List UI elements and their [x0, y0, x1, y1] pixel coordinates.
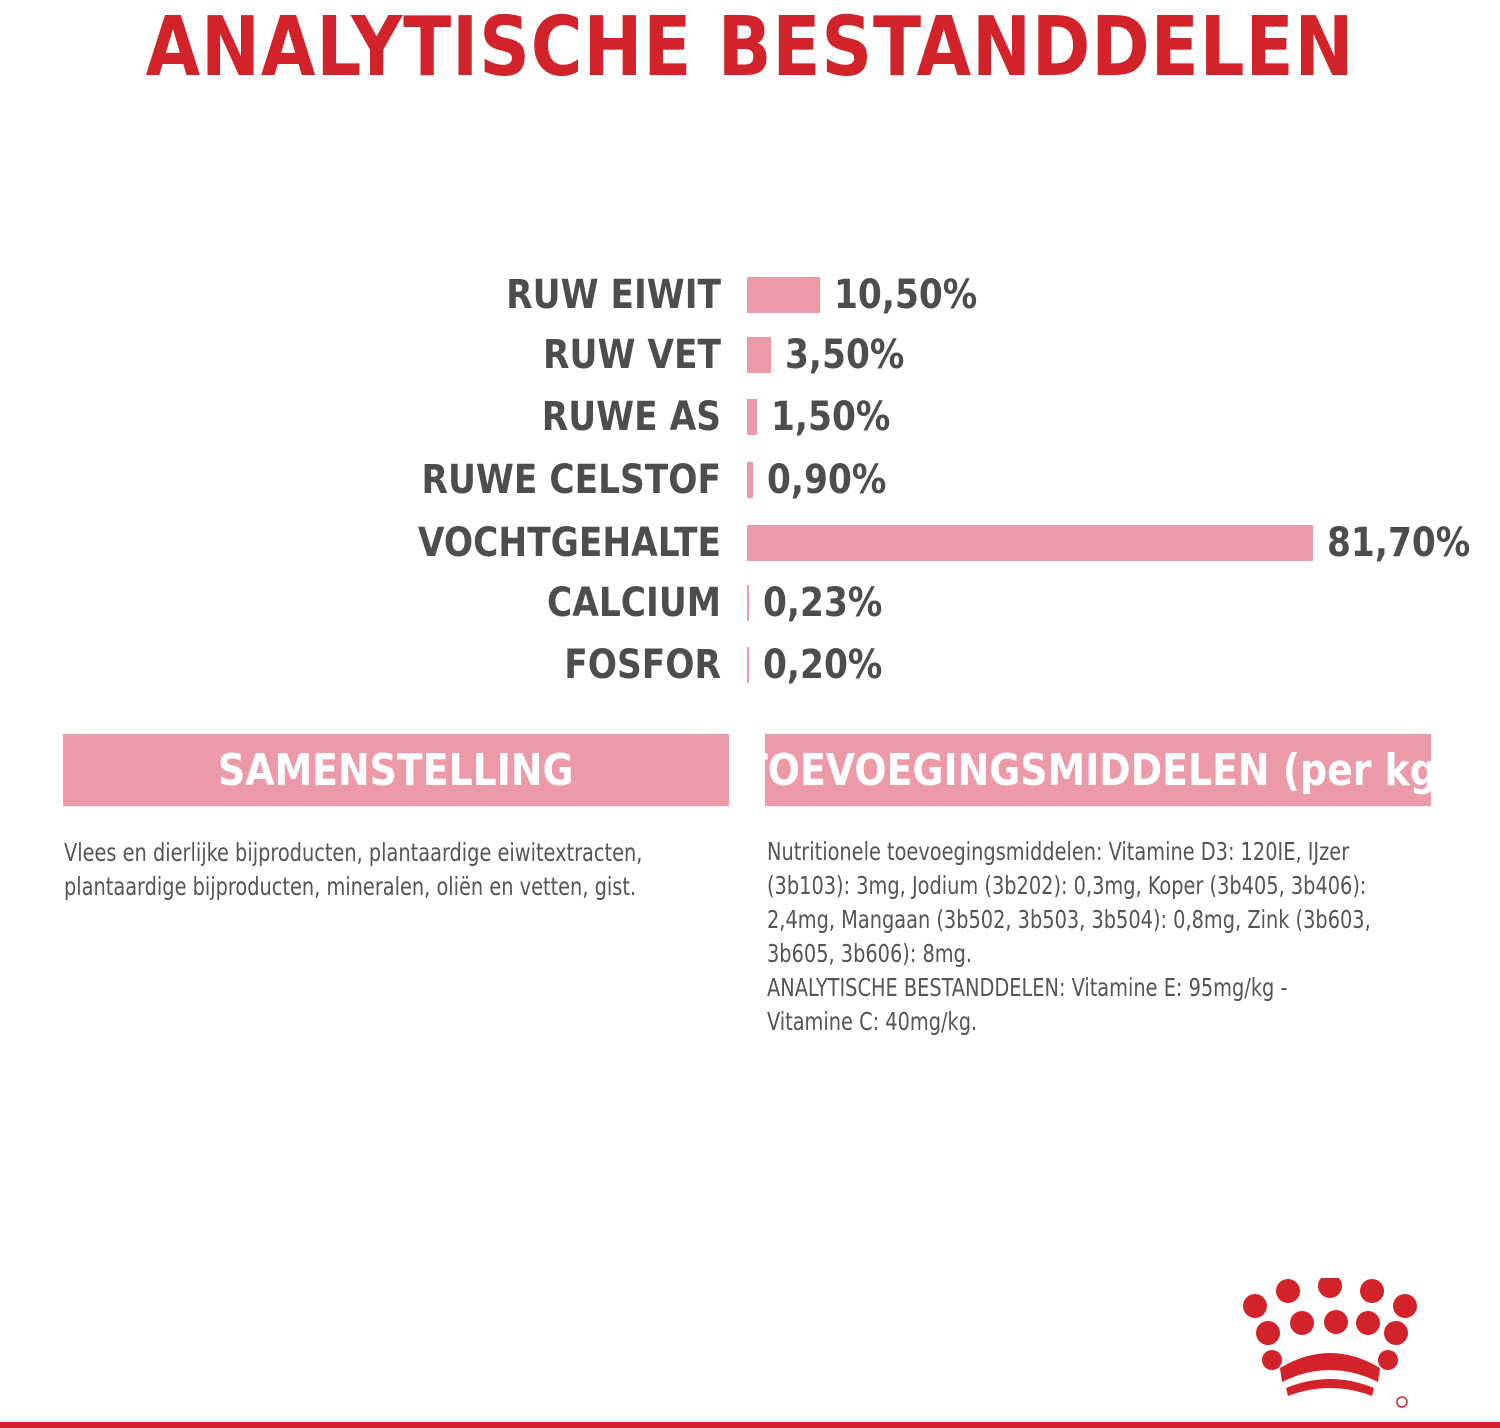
samenstelling-text: Vlees en dierlijke bijproducten, plantaa…: [64, 836, 737, 904]
text-line: (3b103): 3mg, Jodium (3b202): 0,3mg, Kop…: [767, 871, 1367, 900]
text-line: Vlees en dierlijke bijproducten, plantaa…: [64, 838, 643, 867]
value-label: 0,90%: [767, 457, 887, 503]
bottom-divider: [0, 1422, 1500, 1428]
value-label: 0,23%: [763, 580, 883, 626]
data-bar: [747, 585, 749, 621]
crown-logo-icon: [1243, 1278, 1417, 1408]
samenstelling-header: SAMENSTELLING: [63, 734, 729, 806]
category-label: RUW VET: [543, 332, 721, 378]
value-label: 1,50%: [771, 394, 891, 440]
category-label: RUW EIWIT: [506, 272, 721, 318]
data-bar: [747, 277, 820, 313]
data-bar: [747, 525, 1313, 561]
value-label: 81,70%: [1327, 520, 1471, 566]
text-line: plantaardige bijproducten, mineralen, ol…: [64, 872, 637, 901]
data-bar: [747, 462, 754, 498]
text-line: 3b605, 3b606): 8mg.: [767, 939, 973, 968]
value-label: 0,20%: [763, 642, 883, 688]
page-title: ANALYTISCHE BESTANDDELEN: [145, 0, 1355, 95]
category-label: CALCIUM: [546, 580, 721, 626]
value-label: 3,50%: [785, 332, 905, 378]
text-line: 2,4mg, Mangaan (3b502, 3b503, 3b504): 0,…: [767, 905, 1371, 934]
text-line: Vitamine C: 40mg/kg.: [767, 1007, 978, 1036]
category-label: RUWE CELSTOF: [421, 457, 721, 503]
data-bar: [747, 399, 758, 435]
samenstelling-heading: SAMENSTELLING: [218, 744, 574, 796]
value-label: 10,50%: [833, 272, 978, 318]
toevoegingsmiddelen-header: TOEVOEGINGSMIDDELEN (per kg): [765, 734, 1431, 806]
category-label: RUWE AS: [541, 394, 721, 440]
text-line: ANALYTISCHE BESTANDDELEN: Vitamine E: 95…: [767, 973, 1288, 1002]
toevoegingsmiddelen-heading: TOEVOEGINGSMIDDELEN (per kg): [765, 744, 1431, 796]
toevoegingsmiddelen-text: Nutritionele toevoegingsmiddelen: Vitami…: [767, 835, 1469, 1039]
data-bar: [747, 337, 772, 373]
category-label: FOSFOR: [564, 642, 721, 688]
data-bar: [747, 647, 749, 683]
category-label: VOCHTGEHALTE: [417, 520, 721, 566]
text-line: Nutritionele toevoegingsmiddelen: Vitami…: [767, 837, 1350, 866]
